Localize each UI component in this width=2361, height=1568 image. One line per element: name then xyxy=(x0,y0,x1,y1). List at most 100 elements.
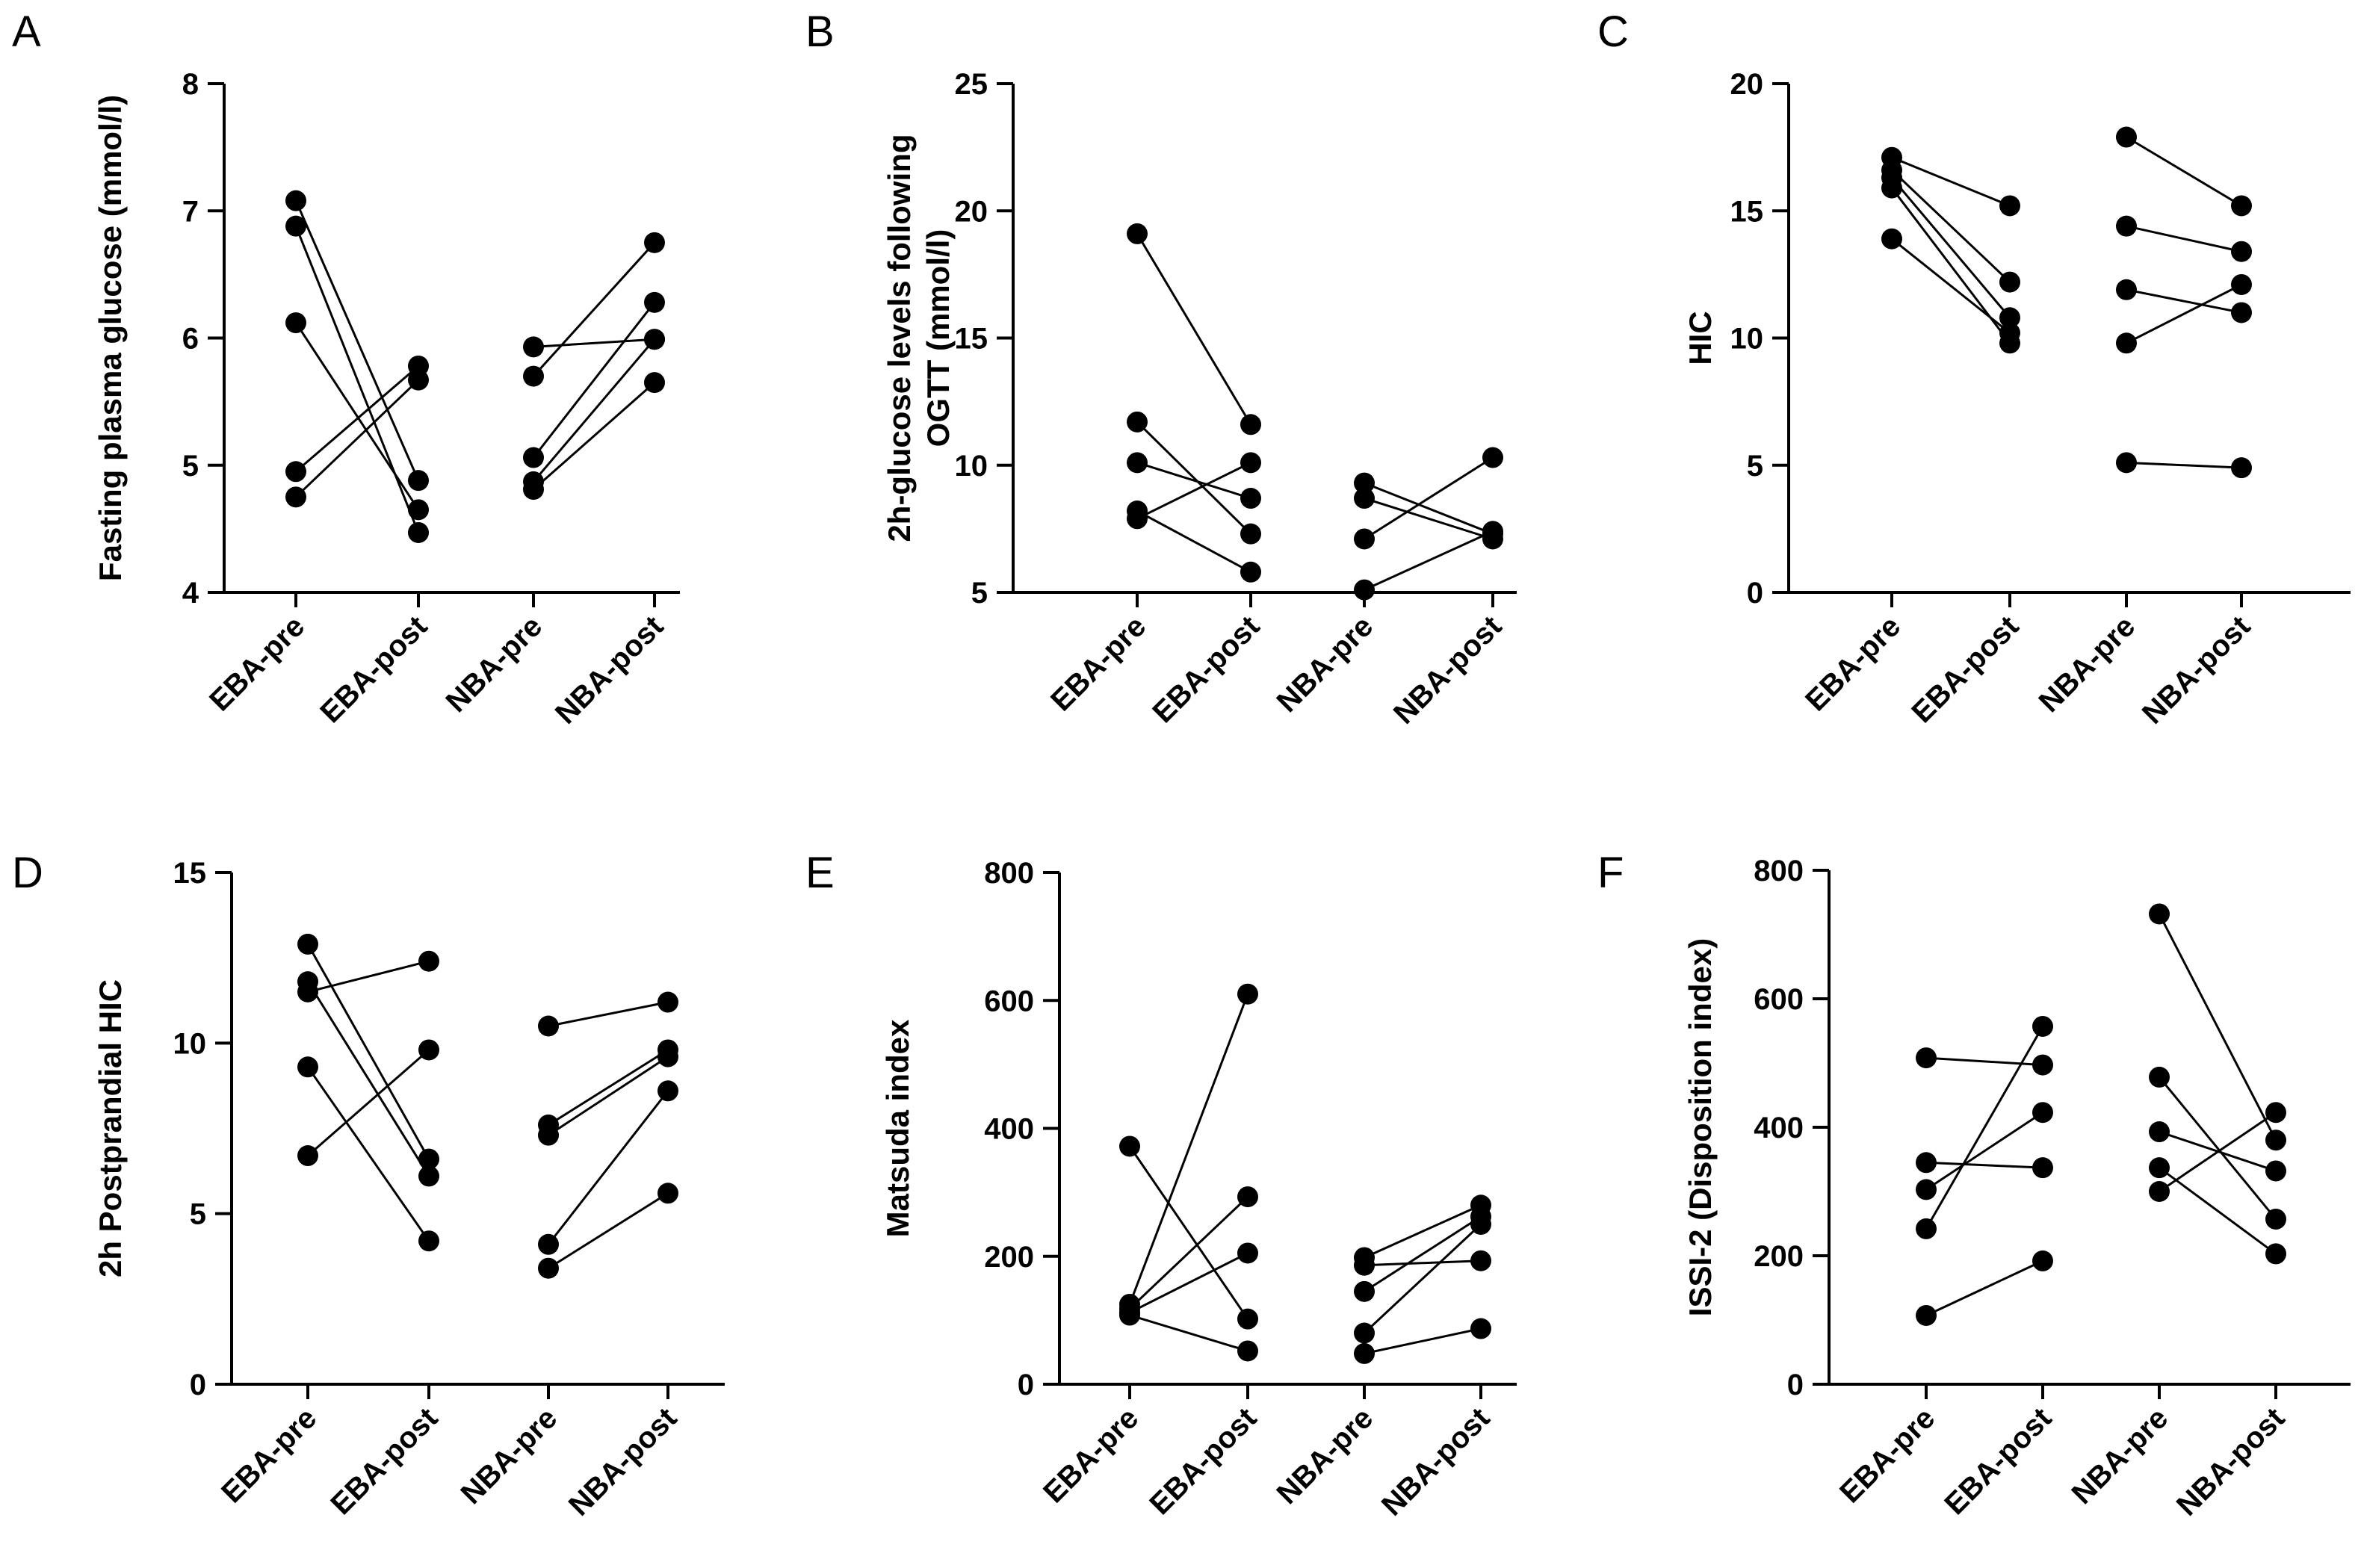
panel-c-nba-pre-point xyxy=(2116,279,2137,300)
panel-a-paired-line xyxy=(533,381,655,491)
panel-f-paired-line xyxy=(2158,913,2277,1141)
panel-d-paired-line xyxy=(307,1049,430,1157)
panel-d-eba-post-point xyxy=(418,1039,439,1061)
panel-c-y-tick-label: 20 xyxy=(1730,68,1764,101)
panel-c-category-label: EBA-pre xyxy=(1799,610,1907,717)
panel-a-nba-pre-point xyxy=(523,479,544,501)
panel-c-letter: C xyxy=(1597,7,1629,56)
panel-d-paired-line xyxy=(548,1001,669,1027)
panel-d-eba-post-point xyxy=(418,1230,439,1252)
panel-a-eba-post-point xyxy=(408,470,429,492)
panel-d-eba-pre-point xyxy=(297,933,318,955)
panel-b-paired-line xyxy=(1136,509,1251,574)
panel-e-nba-pre-point xyxy=(1354,1280,1375,1302)
panel-a-nba-post-point xyxy=(644,291,665,313)
panel-e-y-tick-label: 600 xyxy=(984,985,1034,1017)
panel-d-nba-post-point xyxy=(657,1080,678,1102)
panel-f-nba-post-point xyxy=(2265,1243,2286,1265)
panel-a-category-label: NBA-pre xyxy=(440,610,549,719)
panel-e-nba-post-point xyxy=(1470,1318,1491,1339)
panel-f-paired-line xyxy=(1925,1056,2043,1067)
panel-b-nba-post-point xyxy=(1482,447,1503,468)
panel-b-eba-post-point xyxy=(1240,523,1261,545)
panel-e-eba-post-point xyxy=(1237,1186,1258,1208)
panel-c-eba-post-point xyxy=(1999,322,2020,344)
panel-c-paired-line xyxy=(2126,225,2242,253)
panel-e-paired-line xyxy=(1128,1196,1249,1310)
panel-a-paired-line xyxy=(532,241,656,377)
panel-b-eba-post-point xyxy=(1240,488,1261,509)
panel-f-category-label: EBA-post xyxy=(1938,1401,2058,1521)
panel-a-nba-post-point xyxy=(644,372,665,394)
panel-a-y-axis-label: Fasting plasma glucose (mmol/l) xyxy=(93,95,128,581)
panel-d-nba-pre-point xyxy=(538,1257,559,1279)
panel-d-paired-line xyxy=(307,960,430,994)
panel-a-paired-line xyxy=(294,200,420,481)
panel-e-nba-post-point xyxy=(1470,1250,1491,1271)
panel-b-letter: B xyxy=(805,7,835,56)
panel-f-category-label: EBA-pre xyxy=(1834,1401,1941,1509)
panel-f-nba-post-point xyxy=(2265,1102,2286,1124)
panel-e-eba-post-point xyxy=(1237,1308,1258,1330)
panel-b-y-tick-label: 20 xyxy=(955,195,988,228)
panel-b-eba-pre-point xyxy=(1127,411,1148,433)
panel-f-eba-post-point xyxy=(2032,1157,2053,1179)
panel-a-nba-pre-point xyxy=(523,365,544,387)
panel-a-eba-post-point xyxy=(408,521,429,543)
panel-b-y-axis-label: OGTT (mmol/l) xyxy=(920,229,956,447)
panel-a-eba-pre-point xyxy=(285,461,306,483)
panel-b-nba-pre-point xyxy=(1354,472,1375,494)
panel-b-category-label: NBA-post xyxy=(1387,610,1508,731)
panel-f-nba-post-point xyxy=(2265,1208,2286,1230)
panel-f-paired-line xyxy=(1925,1026,2044,1230)
panel-b-paired-line xyxy=(1136,461,1251,520)
panel-f-eba-pre-point xyxy=(1916,1047,1937,1069)
panel-f-paired-line xyxy=(2159,1111,2277,1193)
panel-e-nba-pre-point xyxy=(1354,1342,1375,1364)
panel-d-y-tick-label: 5 xyxy=(190,1198,206,1231)
panel-a-eba-post-point xyxy=(408,499,429,521)
panel-a-category-label: EBA-post xyxy=(314,610,433,729)
panel-b-paired-line xyxy=(1364,530,1494,591)
panel-f-eba-pre-point xyxy=(1916,1218,1937,1239)
panel-d-nba-post-point xyxy=(657,1046,678,1067)
panel-b-y-tick-label: 5 xyxy=(971,577,988,610)
panel-a-paired-line xyxy=(532,301,656,459)
panel-b-paired-line xyxy=(1364,456,1494,540)
panel-d-paired-line xyxy=(548,1192,669,1270)
panel-f-category-label: NBA-post xyxy=(2170,1401,2292,1522)
panel-b-eba-post-point xyxy=(1240,414,1261,436)
panel-a-paired-line xyxy=(294,379,420,498)
panel-e-paired-line xyxy=(1363,1223,1482,1334)
panel-a-eba-pre-point xyxy=(285,215,306,237)
panel-c-eba-post-point xyxy=(1999,195,2020,217)
panel-c-nba-post-point xyxy=(2231,302,2252,323)
panel-e-paired-line xyxy=(1128,994,1249,1305)
panel-f-y-tick-label: 400 xyxy=(1754,1112,1804,1144)
panel-e-eba-post-point xyxy=(1237,1340,1258,1362)
panel-c-nba-pre-point xyxy=(2116,332,2137,354)
panel-b-paired-line xyxy=(1136,233,1252,426)
panel-e-nba-pre-point xyxy=(1354,1254,1375,1276)
panel-d-nba-pre-point xyxy=(538,1233,559,1255)
panel-b-eba-pre-point xyxy=(1127,508,1148,530)
panel-b-y-tick-label: 10 xyxy=(955,450,988,483)
panel-d-nba-pre-point xyxy=(538,1124,559,1146)
panel-e-letter: E xyxy=(805,849,835,897)
panel-c-nba-pre-point xyxy=(2116,126,2137,148)
panel-e-paired-line xyxy=(1364,1259,1482,1267)
panel-d-eba-post-point xyxy=(418,1165,439,1187)
panel-a-eba-post-point xyxy=(408,369,429,391)
panel-e-nba-post-point xyxy=(1470,1213,1491,1235)
panel-c-nba-post-point xyxy=(2231,457,2252,479)
panel-b-y-tick-label: 15 xyxy=(955,323,988,356)
panel-f-nba-post-point xyxy=(2265,1129,2286,1151)
panel-e-nba-pre-point xyxy=(1354,1322,1375,1344)
panel-d-eba-post-point xyxy=(418,1148,439,1170)
panel-a-nba-pre-point xyxy=(523,447,544,468)
panel-e-paired-line xyxy=(1364,1327,1482,1355)
panel-b-category-label: EBA-pre xyxy=(1045,610,1152,717)
panel-a-paired-line xyxy=(532,338,656,483)
panel-c-y-tick-label: 15 xyxy=(1730,195,1764,228)
panel-d-eba-post-point xyxy=(418,950,439,972)
